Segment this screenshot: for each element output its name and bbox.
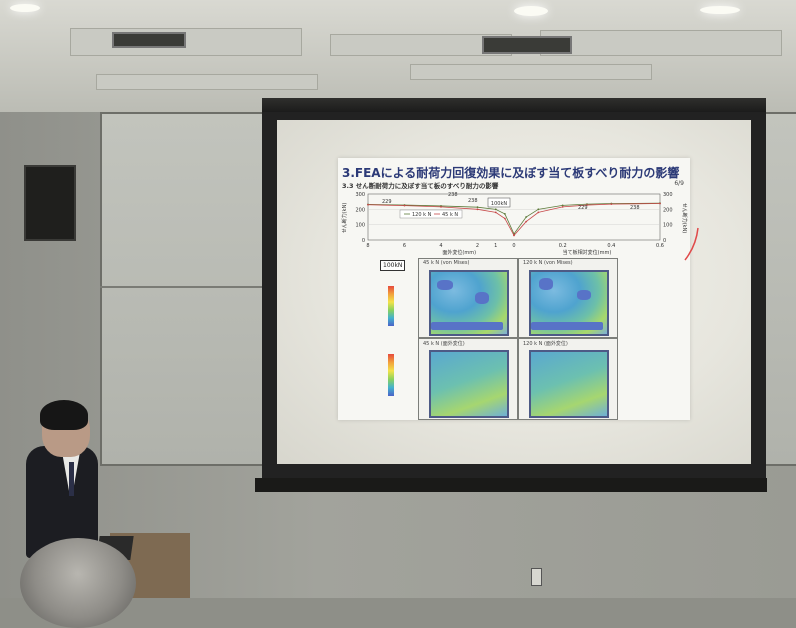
fea-panel: 120 k N (面外変位): [518, 338, 618, 420]
presenter-tie: [69, 462, 74, 496]
series-point: [537, 211, 540, 214]
fea-panel: 45 k N (面外変位): [418, 338, 518, 420]
x-axis-label-right: 当て板相対変位(mm): [563, 249, 612, 256]
ceiling-panel: [540, 30, 782, 56]
chart-data-label: 238: [468, 198, 478, 204]
chart-data-label: 238: [448, 192, 458, 198]
x-tick-label-left: 8: [366, 243, 369, 249]
laser-pointer-mark: [684, 227, 699, 261]
series-point: [494, 211, 497, 214]
x-tick-label-left: 4: [439, 243, 442, 249]
series-point: [561, 205, 564, 208]
series-point: [586, 204, 588, 206]
series-point: [503, 213, 506, 215]
fea-panel-label: 45 k N (面外変位): [423, 341, 465, 347]
slide-subtitle: 3.3 せん断耐荷力に及ぼす当て板のすべり耐力の影響: [342, 182, 499, 190]
chart-annotation: 100kN: [491, 201, 507, 207]
y-axis-label-right: せん断力(kN): [681, 203, 688, 234]
chart-labels: 0 0 100 100 200 200 300 300 8 6 4 2 1 0 0.2 0.4 0.6 面外変位(…: [341, 192, 688, 256]
series-point: [537, 208, 540, 211]
ceiling-panel: [70, 28, 302, 56]
y-tick-label-left: 100: [355, 223, 365, 229]
ceiling-light: [514, 6, 548, 16]
shear-force-chart: 0 0 100 100 200 200 300 300 8 6 4 2 1 0 0.2 0.4 0.6 面外変位(…: [341, 192, 688, 256]
chart-frame: [367, 193, 661, 241]
color-legend-top: [388, 286, 394, 326]
chart-plot-area: [367, 193, 661, 241]
fea-contour: [429, 270, 509, 336]
legend-label: 120 k N: [412, 212, 432, 218]
x-tick-label-right: 0.4: [607, 243, 615, 249]
speaker-icon: [24, 165, 76, 241]
ceiling-panel: [96, 74, 318, 90]
series-line: [367, 202, 661, 235]
y-tick-label-left: 0: [362, 238, 365, 244]
slide-title: 3.FEAによる耐荷力回復効果に及ぼす当て板すべり耐力の影響: [342, 166, 680, 180]
outlet-icon: [531, 568, 542, 586]
series-point: [659, 202, 661, 205]
series-point: [525, 216, 528, 218]
fea-panel-label: 120 k N (von Mises): [523, 260, 573, 266]
chart-series: [367, 202, 661, 237]
series-line: [367, 203, 661, 237]
chart-legend: [399, 209, 463, 219]
series-point: [503, 217, 506, 220]
legend-label: 45 k N: [442, 212, 458, 218]
series-point: [525, 220, 528, 223]
screen-bottom-bar: [255, 478, 767, 492]
color-legend-bottom: [388, 354, 394, 396]
series-point: [476, 208, 479, 211]
presentation-slide: 3.FEAによる耐荷力回復効果に及ぼす当て板すべり耐力の影響 3.3 せん断耐荷…: [338, 158, 690, 420]
ceiling-light: [10, 4, 40, 12]
x-tick-label-left: 0: [512, 243, 515, 249]
ceiling-light: [700, 6, 740, 14]
series-point: [494, 208, 497, 211]
y-tick-label-right: 0: [663, 238, 666, 244]
series-point: [610, 203, 613, 206]
fea-panel: 120 k N (von Mises): [518, 258, 618, 338]
ceiling-vent: [482, 36, 572, 54]
y-axis-label-left: せん断力(kN): [341, 203, 348, 234]
x-tick-label-right: 0.6: [656, 243, 664, 249]
audience-member-head: [20, 538, 136, 628]
chart-data-label: 238: [630, 205, 640, 211]
fea-contour: [529, 270, 609, 336]
chart-data-label: 229: [578, 205, 588, 211]
ceiling-vent: [112, 32, 186, 48]
y-tick-label-right: 200: [663, 207, 673, 213]
series-point: [476, 206, 479, 209]
y-tick-label-right: 100: [663, 223, 673, 229]
x-tick-label-left: 1: [494, 243, 497, 249]
whiteboard-left: [100, 112, 272, 466]
y-tick-label-left: 200: [355, 207, 365, 213]
fea-contour: [529, 350, 609, 418]
x-tick-label-right: 0.2: [559, 243, 567, 249]
series-point: [561, 204, 564, 207]
series-point: [513, 234, 515, 237]
ceiling-panel: [410, 64, 652, 80]
chart-annotation-box: [487, 197, 511, 208]
slide-page-number: 6/9: [674, 180, 684, 187]
whiteboard-divider: [100, 286, 268, 288]
series-point: [440, 205, 442, 208]
fea-panel-label: 45 k N (von Mises): [423, 260, 470, 266]
fea-panel-label: 120 k N (面外変位): [523, 341, 568, 347]
y-tick-label-left: 300: [355, 192, 365, 198]
presenter-hair: [40, 400, 88, 430]
series-point: [403, 204, 406, 207]
x-tick-label-left: 2: [476, 243, 479, 249]
load-label: 100kN: [380, 260, 406, 271]
fea-panel: 45 k N (von Mises): [418, 258, 518, 338]
x-axis-label-left: 面外変位(mm): [442, 249, 476, 256]
chart-data-label: 229: [382, 199, 392, 205]
fea-contour: [429, 350, 509, 418]
series-point: [367, 203, 369, 206]
x-tick-label-left: 6: [403, 243, 406, 249]
y-tick-label-right: 300: [663, 192, 673, 198]
